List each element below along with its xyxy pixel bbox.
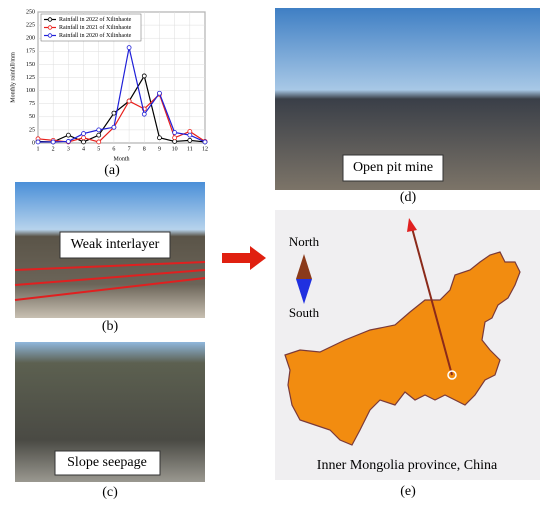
photo-label: Slope seepage [67, 455, 147, 470]
x-tick-label: 10 [172, 146, 178, 152]
point [65, 132, 71, 138]
point [126, 45, 132, 51]
point [172, 130, 178, 135]
interlayer-lines [14, 261, 206, 301]
legend-marker [47, 17, 53, 22]
y-axis-label: Monthly rainfall/mm [9, 52, 16, 103]
x-tick-label: 8 [143, 146, 146, 152]
label-box [54, 450, 161, 476]
site-marker [447, 370, 457, 380]
y-tick-label: 250 [26, 9, 35, 15]
point [187, 137, 193, 143]
compass-south [296, 279, 312, 304]
point [141, 73, 147, 79]
y-tick-label: 125 [26, 75, 35, 81]
point [157, 90, 162, 96]
x-tick-label: 6 [112, 146, 115, 152]
point [172, 135, 178, 141]
point [81, 135, 86, 141]
x-tick-label: 11 [187, 146, 193, 152]
point [157, 135, 162, 141]
point [96, 132, 102, 138]
point [126, 98, 132, 104]
point [111, 124, 117, 130]
caption: (c) [102, 485, 118, 500]
legend-label: Rainfall in 2021 of Xilinhaote [59, 24, 132, 31]
label-box [342, 154, 444, 182]
arrow [222, 246, 266, 270]
photo-label: Open pit mine [353, 160, 433, 175]
photo-label: Weak interlayer [71, 237, 160, 252]
legend-label: Rainfall in 2022 of Xilinhaote [59, 16, 132, 23]
y-tick-label: 200 [26, 36, 35, 42]
x-tick-label: 2 [52, 146, 55, 152]
legend-marker [47, 25, 53, 30]
legend-box [40, 13, 142, 42]
y-tick-label: 100 [26, 88, 35, 94]
y-tick-label: 25 [29, 127, 35, 133]
pointer-head [407, 218, 417, 232]
point [96, 127, 102, 133]
point [187, 132, 193, 138]
y-tick-label: 150 [26, 62, 35, 68]
y-tick-label: 0 [32, 140, 35, 146]
y-tick-label: 75 [29, 101, 35, 107]
region-map [284, 251, 521, 446]
x-axis-label: Month [113, 156, 129, 162]
pointer-line [411, 227, 453, 376]
caption: (e) [400, 484, 416, 499]
point [81, 139, 86, 145]
x-tick-label: 1 [37, 146, 40, 152]
series-line [38, 47, 206, 143]
y-tick-label: 50 [29, 114, 35, 120]
caption: (b) [102, 319, 119, 334]
legend-label: Rainfall in 2020 of Xilinhaote [59, 32, 132, 39]
x-tick-label: 7 [128, 146, 131, 152]
point [111, 110, 117, 116]
series-line [37, 74, 206, 143]
caption: (a) [104, 163, 120, 178]
caption: (d) [400, 190, 417, 205]
label-box [59, 231, 171, 259]
x-tick-label: 9 [158, 146, 161, 152]
point [202, 139, 208, 145]
map-label: Inner Mongolia province, China [317, 458, 498, 473]
compass-label: North [289, 234, 320, 249]
point [65, 139, 71, 144]
x-tick-label: 12 [202, 146, 208, 152]
point [81, 131, 86, 136]
point [96, 139, 102, 145]
point [141, 111, 147, 117]
x-tick-label: 5 [97, 146, 100, 152]
compass-label: South [289, 305, 320, 320]
compass-north [296, 254, 312, 279]
legend-marker [47, 33, 53, 38]
point [35, 139, 41, 145]
y-tick-label: 225 [26, 22, 35, 28]
point [50, 139, 56, 145]
y-tick-label: 175 [26, 49, 35, 55]
x-tick-label: 3 [67, 146, 70, 152]
x-tick-label: 4 [82, 146, 85, 152]
